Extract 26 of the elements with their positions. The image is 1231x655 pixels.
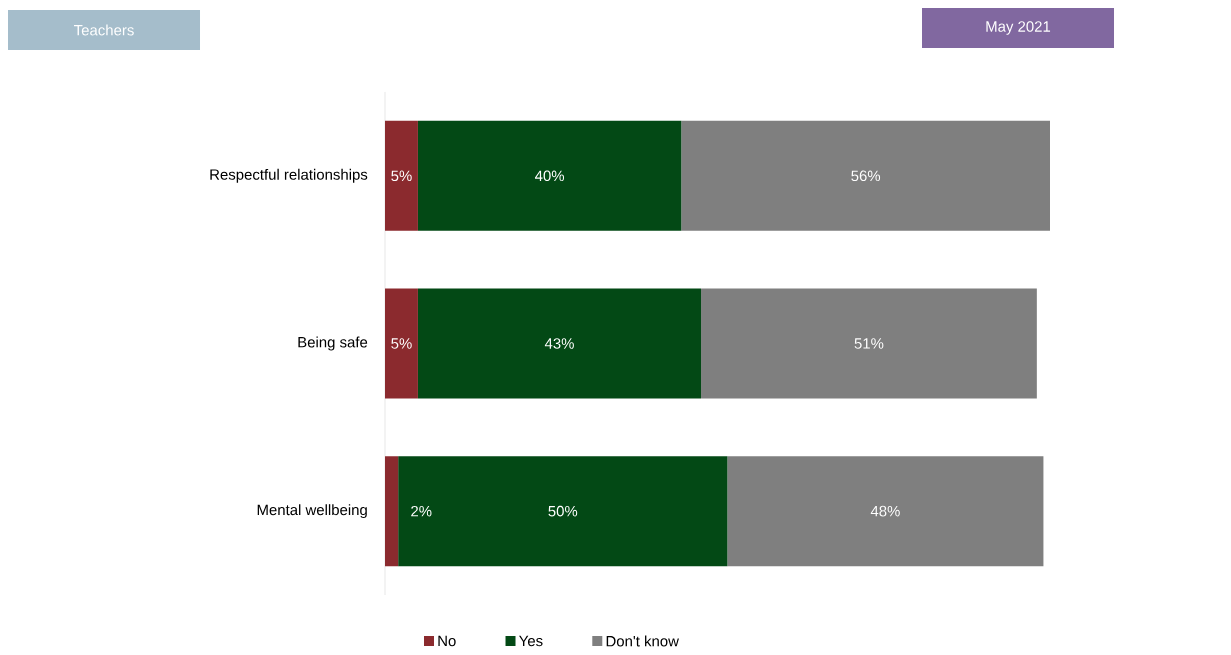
- data-label: 51%: [854, 338, 884, 349]
- bar: [417, 288, 702, 399]
- bar: [417, 120, 682, 231]
- bar: [385, 288, 418, 399]
- legend-label: Don't know: [606, 635, 679, 647]
- data-label: 5%: [391, 338, 412, 349]
- bar: [681, 120, 1051, 231]
- legend-label: No: [438, 635, 456, 647]
- data-label: 48%: [870, 505, 900, 517]
- bar: [701, 288, 1037, 399]
- bar: [727, 456, 1044, 567]
- y-tick-label: Respectful relationships: [210, 168, 368, 183]
- text: Teachers: [74, 24, 134, 36]
- data-label: 5%: [391, 170, 412, 182]
- legend-label: Yes: [519, 635, 543, 647]
- bar: [385, 456, 399, 567]
- bar: [398, 456, 728, 567]
- data-label: 40%: [535, 170, 565, 182]
- y-tick-label: Being safe: [298, 336, 368, 351]
- bar: [385, 120, 418, 231]
- data-label: 43%: [544, 338, 574, 349]
- y-tick-label: Mental wellbeing: [257, 504, 367, 519]
- data-label: 56%: [851, 170, 881, 182]
- data-label: 2%: [411, 505, 432, 517]
- data-label: 50%: [548, 505, 578, 517]
- chart-subtitle: May 2021: [986, 21, 1051, 35]
